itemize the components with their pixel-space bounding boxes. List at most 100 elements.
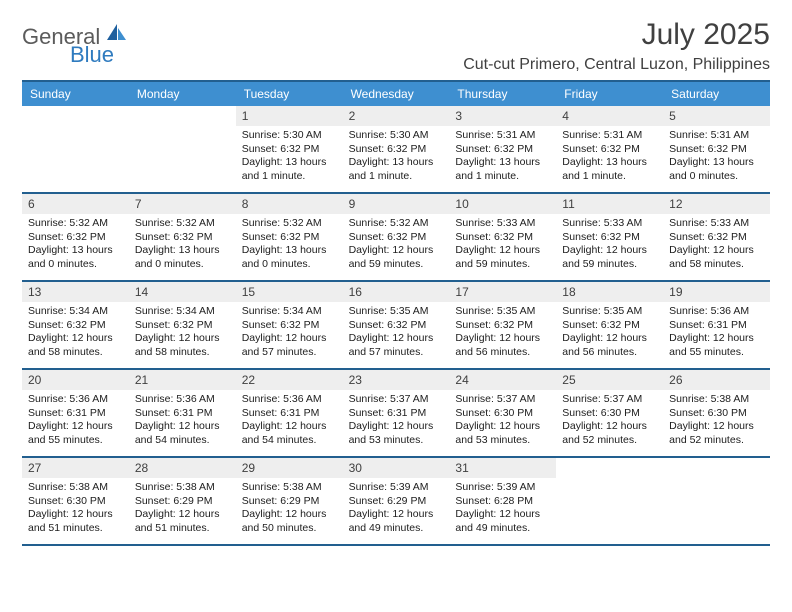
- day-sunrise: Sunrise: 5:32 AM: [349, 217, 444, 231]
- day-cell: 9Sunrise: 5:32 AMSunset: 6:32 PMDaylight…: [343, 194, 450, 280]
- day-day2: and 52 minutes.: [669, 434, 764, 448]
- day-number: 27: [22, 458, 129, 478]
- day-day2: and 0 minutes.: [28, 258, 123, 272]
- day-details: Sunrise: 5:36 AMSunset: 6:31 PMDaylight:…: [129, 390, 236, 452]
- day-sunrise: Sunrise: 5:32 AM: [242, 217, 337, 231]
- day-details: Sunrise: 5:35 AMSunset: 6:32 PMDaylight:…: [556, 302, 663, 364]
- day-cell: 20Sunrise: 5:36 AMSunset: 6:31 PMDayligh…: [22, 370, 129, 456]
- day-day2: and 57 minutes.: [349, 346, 444, 360]
- day-number: 6: [22, 194, 129, 214]
- day-day1: Daylight: 13 hours: [242, 244, 337, 258]
- day-number: 20: [22, 370, 129, 390]
- day-day1: Daylight: 12 hours: [349, 244, 444, 258]
- day-cell: 31Sunrise: 5:39 AMSunset: 6:28 PMDayligh…: [449, 458, 556, 544]
- day-sunrise: Sunrise: 5:32 AM: [28, 217, 123, 231]
- day-number: 28: [129, 458, 236, 478]
- day-cell: 14Sunrise: 5:34 AMSunset: 6:32 PMDayligh…: [129, 282, 236, 368]
- day-number: 23: [343, 370, 450, 390]
- day-day1: Daylight: 13 hours: [349, 156, 444, 170]
- day-sunset: Sunset: 6:32 PM: [135, 319, 230, 333]
- day-day2: and 56 minutes.: [455, 346, 550, 360]
- weekday-sunday: Sunday: [22, 82, 129, 106]
- day-sunrise: Sunrise: 5:33 AM: [669, 217, 764, 231]
- day-day1: Daylight: 12 hours: [349, 332, 444, 346]
- day-number: 22: [236, 370, 343, 390]
- day-details: Sunrise: 5:33 AMSunset: 6:32 PMDaylight:…: [663, 214, 770, 276]
- day-day1: Daylight: 13 hours: [28, 244, 123, 258]
- day-day2: and 49 minutes.: [455, 522, 550, 536]
- day-day2: and 0 minutes.: [669, 170, 764, 184]
- day-details: Sunrise: 5:32 AMSunset: 6:32 PMDaylight:…: [22, 214, 129, 276]
- day-sunset: Sunset: 6:30 PM: [562, 407, 657, 421]
- day-sunrise: Sunrise: 5:38 AM: [135, 481, 230, 495]
- day-day1: Daylight: 12 hours: [28, 420, 123, 434]
- day-sunset: Sunset: 6:29 PM: [349, 495, 444, 509]
- day-day2: and 52 minutes.: [562, 434, 657, 448]
- day-sunrise: Sunrise: 5:37 AM: [349, 393, 444, 407]
- day-day1: Daylight: 12 hours: [455, 332, 550, 346]
- day-day2: and 53 minutes.: [455, 434, 550, 448]
- weekday-wednesday: Wednesday: [343, 82, 450, 106]
- day-details: Sunrise: 5:35 AMSunset: 6:32 PMDaylight:…: [343, 302, 450, 364]
- day-number: 4: [556, 106, 663, 126]
- day-day1: Daylight: 12 hours: [669, 420, 764, 434]
- day-sunrise: Sunrise: 5:38 AM: [28, 481, 123, 495]
- day-details: Sunrise: 5:31 AMSunset: 6:32 PMDaylight:…: [663, 126, 770, 188]
- day-day2: and 57 minutes.: [242, 346, 337, 360]
- weekday-saturday: Saturday: [663, 82, 770, 106]
- day-cell: 13Sunrise: 5:34 AMSunset: 6:32 PMDayligh…: [22, 282, 129, 368]
- title-block: July 2025 Cut-cut Primero, Central Luzon…: [463, 18, 770, 74]
- day-day2: and 51 minutes.: [28, 522, 123, 536]
- day-sunrise: Sunrise: 5:36 AM: [28, 393, 123, 407]
- month-title: July 2025: [463, 18, 770, 52]
- day-cell: [663, 458, 770, 544]
- day-number: [22, 106, 129, 126]
- day-details: Sunrise: 5:32 AMSunset: 6:32 PMDaylight:…: [129, 214, 236, 276]
- day-cell: 21Sunrise: 5:36 AMSunset: 6:31 PMDayligh…: [129, 370, 236, 456]
- day-day2: and 58 minutes.: [28, 346, 123, 360]
- day-details: Sunrise: 5:36 AMSunset: 6:31 PMDaylight:…: [22, 390, 129, 452]
- week-row: 13Sunrise: 5:34 AMSunset: 6:32 PMDayligh…: [22, 282, 770, 370]
- day-sunrise: Sunrise: 5:31 AM: [455, 129, 550, 143]
- day-sunset: Sunset: 6:31 PM: [349, 407, 444, 421]
- day-cell: 11Sunrise: 5:33 AMSunset: 6:32 PMDayligh…: [556, 194, 663, 280]
- day-day1: Daylight: 12 hours: [242, 420, 337, 434]
- day-cell: 27Sunrise: 5:38 AMSunset: 6:30 PMDayligh…: [22, 458, 129, 544]
- day-number: 15: [236, 282, 343, 302]
- week-row: 1Sunrise: 5:30 AMSunset: 6:32 PMDaylight…: [22, 106, 770, 194]
- day-number: 9: [343, 194, 450, 214]
- calendar-page: General Blue July 2025 Cut-cut Primero, …: [0, 0, 792, 612]
- day-sunset: Sunset: 6:32 PM: [455, 319, 550, 333]
- day-sunset: Sunset: 6:29 PM: [135, 495, 230, 509]
- day-sunset: Sunset: 6:32 PM: [455, 231, 550, 245]
- day-day2: and 56 minutes.: [562, 346, 657, 360]
- day-number: 1: [236, 106, 343, 126]
- day-sunrise: Sunrise: 5:36 AM: [669, 305, 764, 319]
- calendar-body: 1Sunrise: 5:30 AMSunset: 6:32 PMDaylight…: [22, 106, 770, 546]
- day-number: 31: [449, 458, 556, 478]
- day-number: 29: [236, 458, 343, 478]
- day-day2: and 49 minutes.: [349, 522, 444, 536]
- day-cell: 26Sunrise: 5:38 AMSunset: 6:30 PMDayligh…: [663, 370, 770, 456]
- day-day1: Daylight: 12 hours: [455, 244, 550, 258]
- day-sunrise: Sunrise: 5:39 AM: [455, 481, 550, 495]
- day-sunset: Sunset: 6:32 PM: [242, 231, 337, 245]
- day-details: Sunrise: 5:34 AMSunset: 6:32 PMDaylight:…: [22, 302, 129, 364]
- calendar-header-row: Sunday Monday Tuesday Wednesday Thursday…: [22, 82, 770, 106]
- calendar: Sunday Monday Tuesday Wednesday Thursday…: [22, 80, 770, 546]
- day-sunrise: Sunrise: 5:30 AM: [242, 129, 337, 143]
- day-day2: and 55 minutes.: [28, 434, 123, 448]
- day-sunrise: Sunrise: 5:38 AM: [242, 481, 337, 495]
- day-sunset: Sunset: 6:32 PM: [669, 231, 764, 245]
- day-day2: and 59 minutes.: [349, 258, 444, 272]
- day-number: 8: [236, 194, 343, 214]
- day-sunrise: Sunrise: 5:30 AM: [349, 129, 444, 143]
- week-row: 27Sunrise: 5:38 AMSunset: 6:30 PMDayligh…: [22, 458, 770, 546]
- day-day2: and 1 minute.: [562, 170, 657, 184]
- day-cell: [556, 458, 663, 544]
- day-cell: 5Sunrise: 5:31 AMSunset: 6:32 PMDaylight…: [663, 106, 770, 192]
- day-number: 18: [556, 282, 663, 302]
- day-number: 17: [449, 282, 556, 302]
- day-details: Sunrise: 5:36 AMSunset: 6:31 PMDaylight:…: [663, 302, 770, 364]
- day-day1: Daylight: 12 hours: [669, 244, 764, 258]
